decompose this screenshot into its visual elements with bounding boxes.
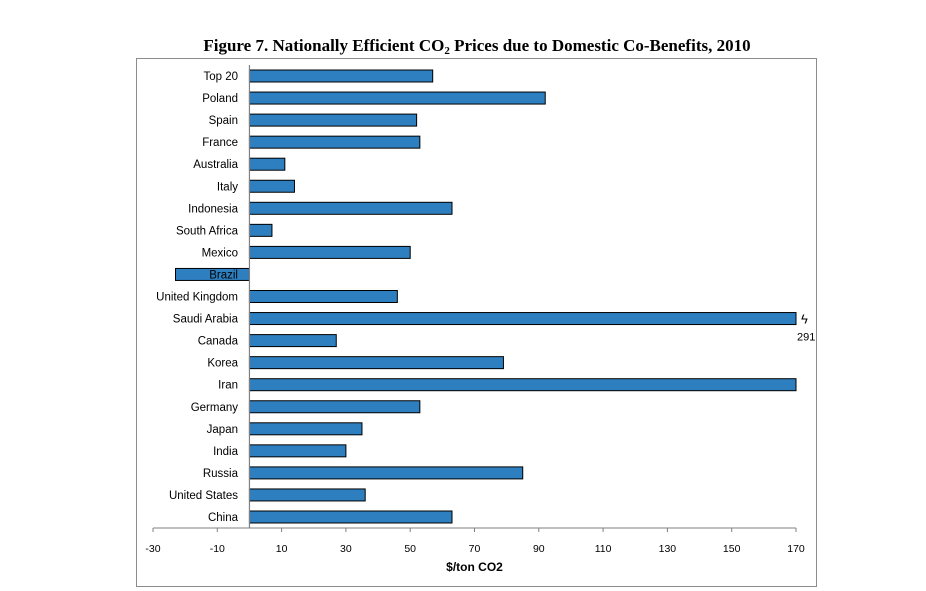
category-label: India [213,446,239,458]
x-tick-label: 10 [276,543,288,555]
category-label: Germany [191,402,239,414]
bar-saudi-arabia [248,312,797,326]
category-label: Brazil [209,269,238,281]
x-tick-label: 170 [787,543,805,555]
bar-iran [248,378,797,392]
category-label: Russia [203,468,239,480]
chart-frame [136,58,817,587]
x-tick-label: -30 [145,543,160,555]
bar-korea [248,356,504,370]
category-label: Japan [207,424,238,436]
bar-mexico [248,245,411,259]
bar-united-states [248,488,366,502]
bar-top-20 [248,69,434,83]
axis-break-symbol: ϟ [801,312,808,327]
bar-canada [248,334,337,348]
bar-south-africa [248,223,273,237]
bar-poland [248,91,546,105]
bar-spain [248,113,418,127]
category-label: Saudi Arabia [173,314,239,326]
chart-title: Figure 7. Nationally Efficient CO2 Price… [203,36,751,57]
x-tick-label: 70 [469,543,481,555]
category-label: United States [169,490,238,502]
x-axis-title: $/ton CO2 [446,560,503,574]
x-tick-label: 30 [340,543,352,555]
category-label: France [202,137,238,149]
bar-indonesia [248,201,453,215]
bar-india [248,444,347,458]
category-label: Mexico [202,247,238,259]
category-label: China [208,512,239,524]
bar-france [248,135,421,149]
category-label: Canada [198,336,239,348]
x-tick-label: 50 [404,543,416,555]
bar-china [248,510,453,524]
category-label: Poland [202,93,238,105]
category-label: Spain [209,115,238,127]
x-tick-label: 130 [659,543,677,555]
bar-russia [248,466,524,480]
axis-break-value: 291 [797,332,815,344]
bar-united-kingdom [248,290,398,303]
category-label: Indonesia [188,203,238,215]
x-tick-label: 110 [595,543,612,555]
category-label: Italy [217,181,238,193]
bar-italy [248,179,295,193]
x-tick-label: 90 [533,543,545,555]
category-label: South Africa [176,225,239,237]
x-tick-label: 150 [723,543,741,555]
bar-germany [248,400,421,414]
category-label: Iran [218,380,238,392]
bar-japan [248,422,363,436]
category-label: Top 20 [203,71,238,83]
bar-australia [248,157,286,171]
category-label: Korea [207,358,238,370]
category-label: Australia [193,159,238,171]
x-tick-label: -10 [210,543,225,555]
category-label: United Kingdom [156,292,238,304]
